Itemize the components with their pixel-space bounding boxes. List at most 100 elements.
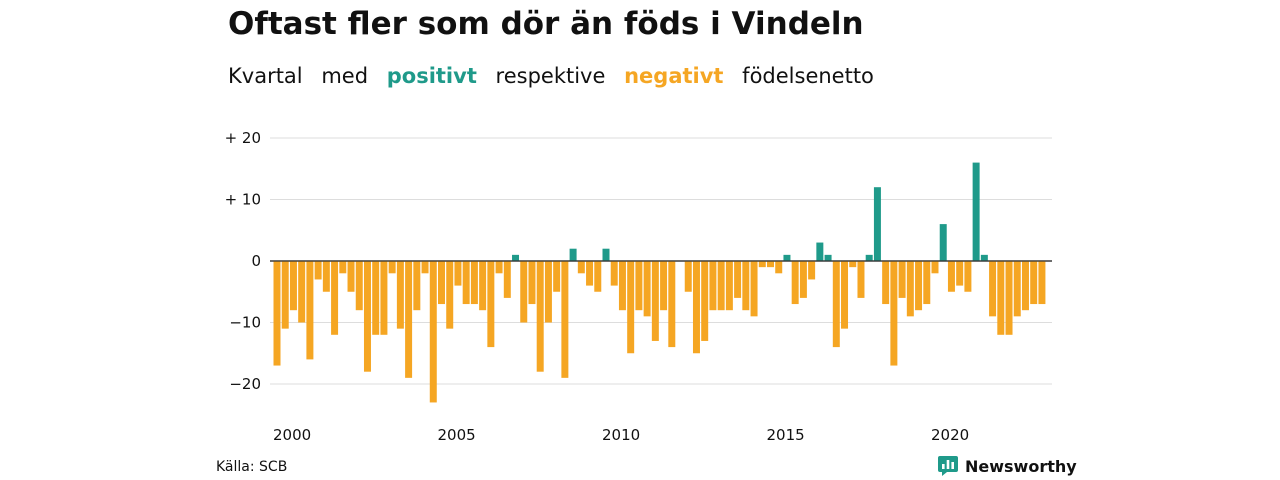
- y-tick-label: + 10: [225, 191, 261, 209]
- bar-negative: [989, 261, 997, 317]
- bar-negative: [594, 261, 602, 292]
- y-tick-label: 0: [251, 252, 261, 270]
- bar-negative: [799, 261, 807, 298]
- bar-negative: [906, 261, 914, 317]
- bar-positive: [865, 254, 873, 261]
- bar-negative: [923, 261, 931, 305]
- bar-positive: [972, 162, 980, 261]
- bar-negative: [701, 261, 709, 341]
- subtitle-text-3: respektive: [495, 64, 606, 88]
- bar-negative: [405, 261, 413, 378]
- bar-positive: [512, 254, 520, 261]
- bar-negative: [841, 261, 849, 329]
- bar-negative: [446, 261, 454, 329]
- bar-negative: [536, 261, 544, 372]
- subtitle-text-4: födelsenetto: [742, 64, 874, 88]
- newsworthy-logo-icon: [938, 456, 958, 476]
- bar-negative: [692, 261, 700, 354]
- bar-negative: [1038, 261, 1046, 305]
- bar-negative: [388, 261, 396, 274]
- bar-negative: [421, 261, 429, 274]
- bar-negative: [544, 261, 552, 323]
- bar-negative: [643, 261, 651, 317]
- bar-negative: [660, 261, 668, 311]
- bar-negative: [438, 261, 445, 305]
- bar-negative: [339, 261, 347, 274]
- bar-negative: [857, 261, 865, 298]
- bar-negative: [363, 261, 371, 372]
- bar-negative: [289, 261, 297, 311]
- bar-negative: [586, 261, 594, 286]
- bar-negative: [717, 261, 725, 311]
- subtitle-text-2: med: [321, 64, 369, 88]
- bar-negative: [890, 261, 898, 366]
- bar-negative: [1005, 261, 1013, 335]
- subtitle-positive-word: positivt: [386, 64, 477, 88]
- bar-negative: [553, 261, 561, 292]
- bar-negative: [479, 261, 487, 311]
- bar-negative: [709, 261, 717, 311]
- bar-negative: [775, 261, 783, 274]
- bar-negative: [956, 261, 964, 286]
- bar-negative: [791, 261, 799, 305]
- bar-negative: [429, 261, 437, 403]
- bar-negative: [487, 261, 495, 348]
- bar-negative: [964, 261, 972, 292]
- bar-negative: [750, 261, 758, 317]
- bar-negative: [528, 261, 536, 305]
- bar-negative: [314, 261, 322, 280]
- bar-negative: [503, 261, 511, 298]
- bar-negative: [651, 261, 659, 341]
- y-tick-label: + 20: [225, 129, 261, 147]
- bar-negative: [882, 261, 890, 305]
- subtitle-negative-word: negativt: [624, 64, 724, 88]
- bar-negative: [849, 261, 857, 268]
- bar-negative: [610, 261, 618, 286]
- bar-negative: [758, 261, 766, 268]
- x-tick-label: 2000: [273, 426, 311, 444]
- bar-negative: [380, 261, 388, 335]
- bar-negative: [1030, 261, 1038, 305]
- bar-negative: [347, 261, 355, 292]
- bar-negative: [997, 261, 1005, 335]
- bar-positive: [873, 187, 881, 261]
- x-tick-label: 2015: [767, 426, 805, 444]
- bar-negative: [1021, 261, 1029, 311]
- brand-name: Newsworthy: [965, 456, 1077, 476]
- bar-negative: [355, 261, 363, 311]
- bar-negative: [413, 261, 421, 311]
- bar-negative: [931, 261, 939, 274]
- bar-negative: [898, 261, 906, 298]
- bar-negative: [767, 261, 774, 268]
- bar-negative: [627, 261, 635, 354]
- bar-negative: [684, 261, 692, 292]
- bar-positive: [939, 224, 947, 261]
- bar-negative: [577, 261, 585, 274]
- bar-negative: [915, 261, 923, 311]
- bar-positive: [824, 254, 832, 261]
- bar-negative: [734, 261, 742, 298]
- bar-negative: [273, 261, 281, 366]
- bar-negative: [462, 261, 470, 305]
- bar-negative: [281, 261, 289, 329]
- bar-negative: [742, 261, 750, 311]
- x-tick-label: 2005: [438, 426, 476, 444]
- x-tick-label: 2020: [931, 426, 969, 444]
- brand-logo: Newsworthy: [938, 456, 1077, 476]
- bar-positive: [783, 254, 791, 261]
- bar-negative: [470, 261, 478, 305]
- bar-negative: [322, 261, 330, 292]
- bar-negative: [668, 261, 676, 348]
- bar-positive: [816, 242, 824, 261]
- bar-positive: [980, 254, 988, 261]
- bar-negative: [832, 261, 840, 348]
- bar-negative: [725, 261, 733, 311]
- chart-title: Oftast fler som dör än föds i Vindeln: [228, 6, 864, 42]
- x-tick-label: 2010: [602, 426, 640, 444]
- bar-positive: [569, 248, 577, 261]
- bar-negative: [372, 261, 380, 335]
- y-tick-label: −10: [229, 314, 261, 332]
- bar-negative: [454, 261, 462, 286]
- bar-negative: [298, 261, 306, 323]
